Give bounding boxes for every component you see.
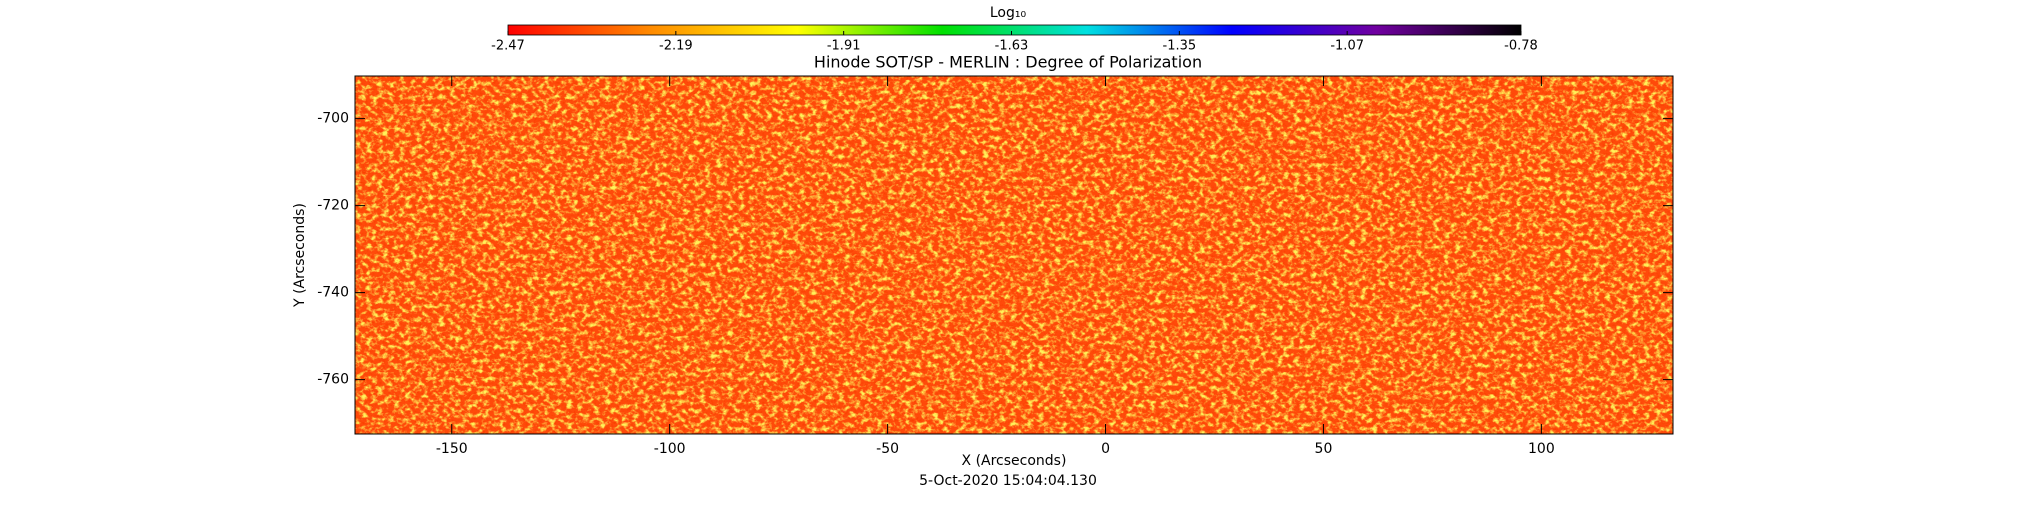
y-tick-label: -720 xyxy=(317,198,349,214)
colorbar-tick-label: -0.78 xyxy=(1504,39,1538,54)
x-tick-label: 50 xyxy=(1315,441,1333,457)
chart-title: Hinode SOT/SP - MERLIN : Degree of Polar… xyxy=(814,53,1202,72)
y-axis-label: Y (Arcseconds) xyxy=(292,203,308,308)
colorbar-label: Log₁₀ xyxy=(990,5,1027,21)
x-tick-label: 0 xyxy=(1101,441,1110,457)
x-tick-label: 100 xyxy=(1528,441,1555,457)
x-axis-label: X (Arcseconds) xyxy=(962,453,1067,469)
colorbar-tick-label: -1.35 xyxy=(1163,39,1197,54)
heatmap-texture xyxy=(355,76,1673,434)
y-tick-label: -740 xyxy=(317,285,349,301)
heatmap xyxy=(355,76,1673,434)
x-tick-label: -100 xyxy=(654,441,686,457)
colorbar-tick-label: -1.07 xyxy=(1330,39,1364,54)
x-tick-label: -50 xyxy=(876,441,899,457)
x-tick-label: -150 xyxy=(436,441,468,457)
y-tick-label: -700 xyxy=(317,111,349,127)
plot-frame xyxy=(354,75,1674,435)
footer-date: 5-Oct-2020 15:04:04.130 xyxy=(919,473,1097,489)
colorbar-tick-label: -1.91 xyxy=(827,39,861,54)
y-tick-label: -760 xyxy=(317,372,349,388)
colorbar-tick-label: -2.19 xyxy=(659,39,693,54)
colorbar-tick-label: -1.63 xyxy=(995,39,1029,54)
colorbar xyxy=(507,24,1522,36)
colorbar-tick-label: -2.47 xyxy=(491,39,525,54)
